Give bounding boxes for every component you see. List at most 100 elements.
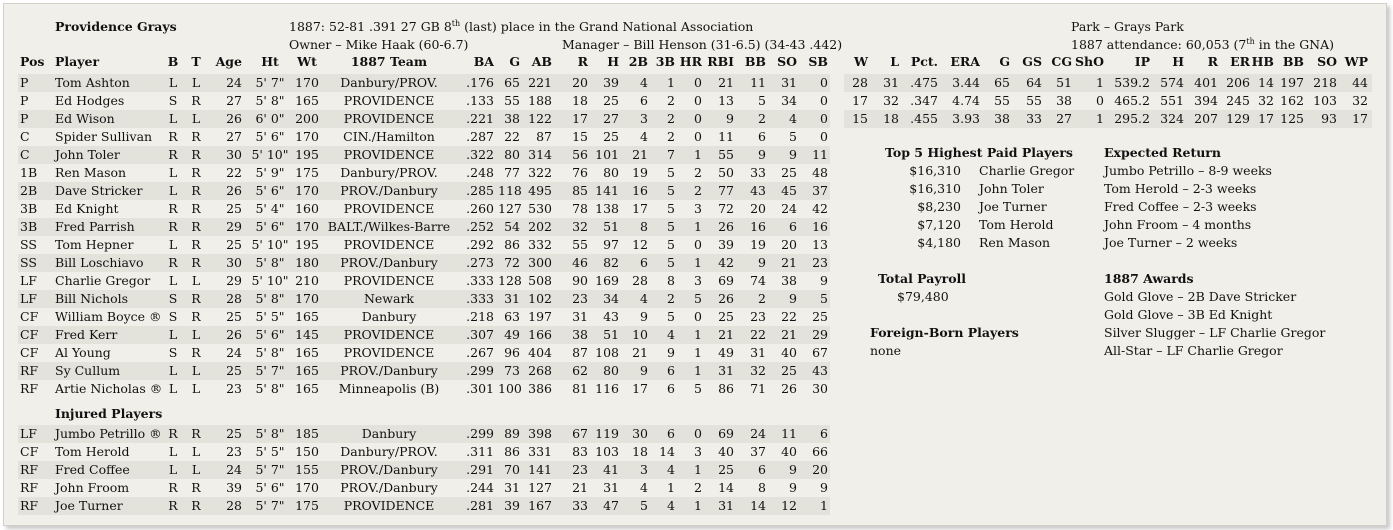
cell-r: 207 xyxy=(1194,111,1218,126)
list-item: Gold Glove – 2B Dave Stricker xyxy=(1104,289,1297,304)
hdr-hb: HB xyxy=(1251,54,1274,69)
cell-ba: .244 xyxy=(466,480,494,495)
cell-ba: .133 xyxy=(466,93,494,108)
cell-g: 89 xyxy=(504,426,520,441)
cell-r: 67 xyxy=(572,426,588,441)
cell-g: 31 xyxy=(504,480,520,495)
cell-t: R xyxy=(191,147,201,162)
cell-3b: 14 xyxy=(659,444,675,459)
cell-rbi: 26 xyxy=(718,219,734,234)
paid-player-name: Tom Herold xyxy=(979,217,1054,232)
cell-ba: .248 xyxy=(466,165,494,180)
cell-ab: 314 xyxy=(528,147,552,162)
expected-return-title: Expected Return xyxy=(1104,145,1221,160)
cell-ht: 5' 6" xyxy=(255,327,285,342)
list-item: Fred Coffee – 2-3 weeks xyxy=(1104,199,1257,214)
cell-t: L xyxy=(191,111,201,126)
cell-ba: .311 xyxy=(466,444,494,459)
cell-sb: 66 xyxy=(812,444,828,459)
cell-player: Tom Herold xyxy=(55,444,130,459)
cell-wt: 165 xyxy=(295,309,319,324)
cell-hr: 1 xyxy=(694,147,702,162)
attendance-sup: th xyxy=(1246,37,1255,46)
cell-player: Bill Nichols xyxy=(55,291,129,306)
cell-sb: 0 xyxy=(820,111,828,126)
cell-gs: 33 xyxy=(1026,111,1042,126)
table-row: RF John Froom R R 39 5' 6" 170 PROV./Danbury .24… xyxy=(18,479,830,497)
cell-t: R xyxy=(191,426,201,441)
cell-t: R xyxy=(191,345,201,360)
hdr-3b: 3B xyxy=(655,54,675,69)
cell-rbi: 11 xyxy=(718,129,734,144)
cell-2b: 3 xyxy=(640,462,648,477)
cell-wt: 195 xyxy=(295,237,319,252)
cell-bb: 14 xyxy=(750,498,766,513)
cell-pct: .475 xyxy=(910,75,938,90)
cell-r: 76 xyxy=(572,165,588,180)
cell-h: 82 xyxy=(603,255,619,270)
cell-g: 39 xyxy=(504,498,520,513)
cell-age: 39 xyxy=(226,480,242,495)
table-row: P Tom Ashton L L 24 5' 7" 170 Danbury/PROV. .176… xyxy=(18,74,830,92)
paid-player-name: Joe Turner xyxy=(979,199,1047,214)
cell-r: 90 xyxy=(572,273,588,288)
cell-age: 30 xyxy=(226,147,242,162)
cell-r: 38 xyxy=(572,327,588,342)
cell-2b: 17 xyxy=(632,201,648,216)
cell-so: 34 xyxy=(781,93,797,108)
cell-rbi: 42 xyxy=(718,255,734,270)
payroll-title: Total Payroll xyxy=(878,271,967,286)
cell-g: 38 xyxy=(504,111,520,126)
record-tail: (last) place in the Grand National Assoc… xyxy=(460,19,754,34)
cell-team: PROVIDENCE xyxy=(343,345,435,360)
cell-t: R xyxy=(191,237,201,252)
cell-ht: 5' 4" xyxy=(255,201,285,216)
cell-r: 401 xyxy=(1194,75,1218,90)
attendance: 1887 attendance: 60,053 (7th in the GNA) xyxy=(1071,37,1334,52)
cell-2b: 3 xyxy=(640,111,648,126)
cell-ht: 5' 7" xyxy=(255,462,285,477)
cell-team: Danbury xyxy=(361,309,417,324)
cell-r: 21 xyxy=(572,480,588,495)
cell-g: 73 xyxy=(504,363,520,378)
cell-player: Artie Nicholas ® xyxy=(55,381,163,396)
cell-2b: 9 xyxy=(640,309,648,324)
cell-g: 86 xyxy=(504,444,520,459)
cell-age: 25 xyxy=(226,309,242,324)
cell-rbi: 39 xyxy=(718,237,734,252)
cell-2b: 17 xyxy=(632,381,648,396)
record-sup: th xyxy=(451,19,461,28)
cell-ba: .287 xyxy=(466,129,494,144)
salary: $4,180 xyxy=(917,235,961,250)
cell-t: L xyxy=(191,444,201,459)
cell-so: 22 xyxy=(781,309,797,324)
cell-sb: 25 xyxy=(812,309,828,324)
cell-g: 70 xyxy=(504,462,520,477)
cell-b: R xyxy=(168,129,178,144)
cell-h: 39 xyxy=(603,75,619,90)
hdr-sho: ShO xyxy=(1074,54,1104,69)
cell-h: 43 xyxy=(603,309,619,324)
hdr-so: SO xyxy=(777,54,797,69)
cell-3b: 4 xyxy=(667,498,675,513)
cell-ht: 5' 8" xyxy=(255,426,285,441)
cell-player: Ren Mason xyxy=(55,165,127,180)
cell-age: 26 xyxy=(226,327,242,342)
cell-player: Tom Ashton xyxy=(55,75,130,90)
list-item: Gold Glove – 3B Ed Knight xyxy=(1104,307,1273,322)
cell-l: 31 xyxy=(883,75,899,90)
cell-ab: 398 xyxy=(528,426,552,441)
cell-player: Charlie Gregor xyxy=(55,273,151,288)
cell-ab: 197 xyxy=(528,309,552,324)
cell-wt: 200 xyxy=(295,111,319,126)
cell-g: 77 xyxy=(504,165,520,180)
cell-player: Dave Stricker xyxy=(55,183,143,198)
cell-g: 80 xyxy=(504,147,520,162)
cell-ip: 295.2 xyxy=(1114,111,1150,126)
cell-age: 25 xyxy=(226,363,242,378)
cell-team: PROVIDENCE xyxy=(343,147,435,162)
cell-ht: 5' 10" xyxy=(251,237,289,252)
cell-so: 5 xyxy=(789,129,797,144)
cell-bb: 9 xyxy=(758,255,766,270)
cell-hr: 3 xyxy=(694,273,702,288)
